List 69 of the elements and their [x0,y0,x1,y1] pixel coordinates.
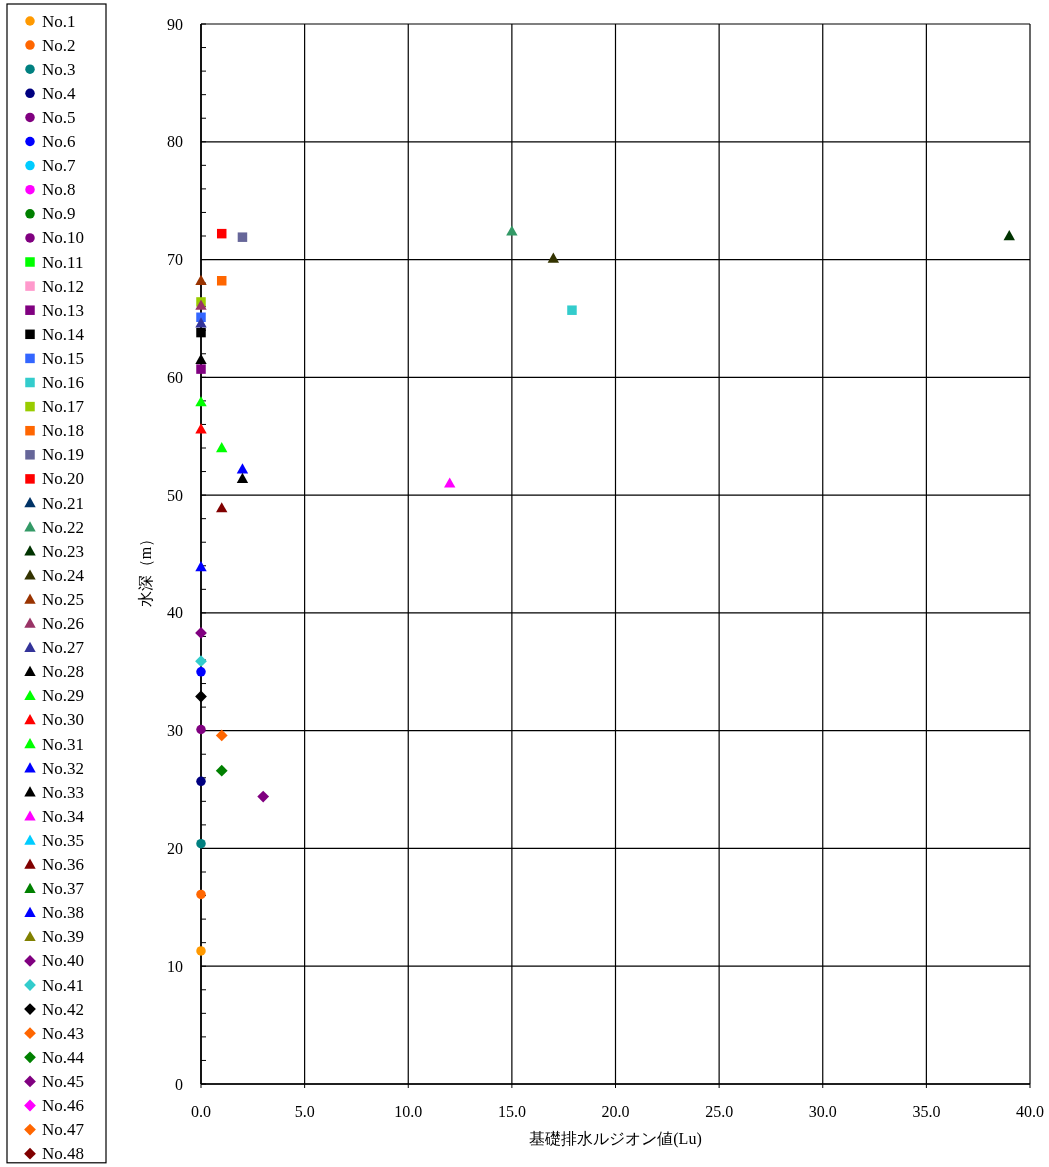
legend-label: No.24 [42,565,85,585]
legend-label: No.36 [42,855,85,874]
y-tick-label: 50 [167,486,183,504]
legend-label: No.28 [42,662,85,682]
legend-label: No.10 [42,228,85,248]
x-tick-label: 10.0 [394,1102,423,1120]
legend-label: No.17 [42,397,85,417]
legend-label: No.30 [42,710,85,730]
legend-label: No.21 [42,493,85,513]
legend-label: No.41 [42,975,85,995]
y-tick-label: 0 [175,1075,183,1093]
legend-label: No.25 [42,589,85,609]
x-tick-label: 40.0 [1016,1102,1044,1120]
y-tick-label: 10 [167,957,183,975]
legend-label: No.13 [42,300,85,320]
legend-label: No.22 [42,517,85,537]
y-axis-title: 水深（m） [136,530,154,608]
legend-label: No.26 [42,614,85,633]
legend-label: No.44 [42,1047,85,1067]
legend-label: No.33 [42,782,85,802]
legend-label: No.31 [42,734,85,754]
legend-label: No.4 [42,83,77,103]
y-tick-label: 60 [167,368,183,386]
legend-label: No.37 [42,879,85,899]
legend-label: No.16 [42,373,85,392]
legend-label: No.1 [42,11,76,31]
legend-label: No.8 [42,180,76,200]
legend-label: No.45 [42,1071,85,1091]
x-tick-label: 5.0 [294,1102,315,1120]
legend-label: No.12 [42,276,85,296]
legend-label: No.43 [42,1023,85,1043]
legend-label: No.35 [42,830,85,850]
x-tick-label: 0.0 [191,1102,211,1120]
legend-label: No.18 [42,421,85,441]
legend-label: No.38 [42,903,85,923]
legend-label: No.40 [42,951,85,971]
legend-label: No.9 [42,204,76,224]
legend-label: No.19 [42,445,85,465]
x-tick-label: 15.0 [497,1102,526,1120]
legend-label: No.23 [42,541,85,561]
legend-label: No.15 [42,348,85,368]
x-tick-label: 20.0 [601,1102,630,1120]
x-tick-label: 25.0 [705,1102,734,1120]
y-tick-label: 20 [167,839,183,857]
y-tick-label: 80 [167,133,183,151]
legend-label: No.3 [42,59,76,79]
legend-label: No.2 [42,35,76,55]
legend-label: No.47 [42,1120,85,1140]
legend-label: No.34 [42,806,85,826]
y-tick-label: 30 [167,722,183,740]
x-tick-label: 35.0 [912,1102,941,1120]
legend-label: No.32 [42,758,85,778]
y-tick-label: 90 [167,15,183,33]
legend-label: No.20 [42,469,85,489]
x-axis-title: 基礎排水ルジオン値(Lu) [529,1129,702,1148]
legend-label: No.46 [42,1096,85,1115]
y-tick-label: 70 [167,251,183,269]
legend-label: No.6 [42,132,76,151]
legend-label: No.48 [42,1144,85,1164]
legend-label: No.11 [42,252,84,272]
legend-label: No.29 [42,686,85,706]
legend-label: No.7 [42,156,77,176]
legend-label: No.39 [42,927,85,947]
x-tick-label: 30.0 [808,1102,837,1120]
legend-label: No.42 [42,999,85,1019]
legend-label: No.14 [42,324,85,344]
legend-label: No.27 [42,638,85,658]
legend-label: No.5 [42,107,76,127]
y-tick-label: 40 [167,604,183,622]
